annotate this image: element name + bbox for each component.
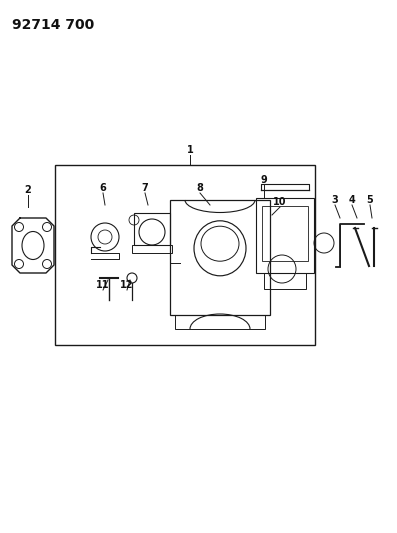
Bar xyxy=(132,245,172,253)
Bar xyxy=(175,315,265,329)
Bar xyxy=(170,200,270,315)
Text: 6: 6 xyxy=(100,183,106,193)
Bar xyxy=(262,206,308,261)
Text: 5: 5 xyxy=(366,195,373,205)
Text: 2: 2 xyxy=(25,185,31,195)
Text: 12: 12 xyxy=(120,280,134,290)
Bar xyxy=(264,273,306,289)
Text: 8: 8 xyxy=(197,183,203,193)
Text: 11: 11 xyxy=(96,280,110,290)
Text: 92714 700: 92714 700 xyxy=(12,18,94,32)
Text: 1: 1 xyxy=(187,145,193,155)
Text: 4: 4 xyxy=(349,195,355,205)
Bar xyxy=(256,198,314,273)
Bar xyxy=(134,213,170,245)
Bar xyxy=(55,165,315,345)
Text: 9: 9 xyxy=(260,175,267,185)
Text: 7: 7 xyxy=(142,183,148,193)
Text: 10: 10 xyxy=(273,197,287,207)
Text: 3: 3 xyxy=(331,195,338,205)
